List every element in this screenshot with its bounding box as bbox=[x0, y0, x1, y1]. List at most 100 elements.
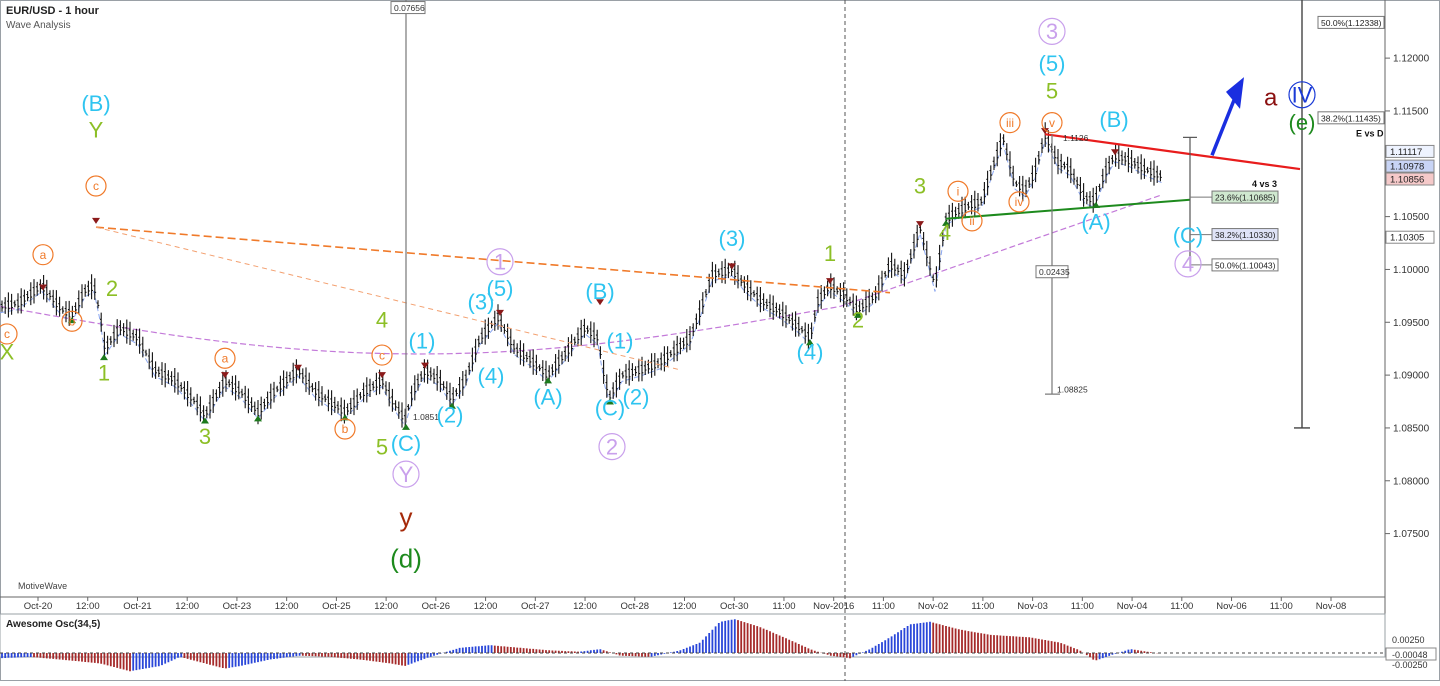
wave-label: Y bbox=[89, 117, 104, 142]
osc-tick-label: -0.00250 bbox=[1392, 660, 1428, 670]
x-tick-label: 12:00 bbox=[673, 601, 697, 612]
wave-label: Y bbox=[399, 462, 414, 487]
pivot-low-marker bbox=[100, 354, 108, 361]
y-tick-label: 1.12000 bbox=[1393, 54, 1430, 65]
x-tick-label: 11:00 bbox=[872, 601, 895, 612]
wave-label: X bbox=[0, 339, 15, 364]
wave-label-circle bbox=[947, 180, 969, 202]
fib-label: 23.6%(1.10685) bbox=[1215, 193, 1276, 203]
osc-tick-label: 0.00250 bbox=[1392, 635, 1425, 645]
x-tick-label: 11:00 bbox=[1270, 601, 1293, 612]
wave-label: (1) bbox=[409, 329, 436, 354]
wave-label: c bbox=[379, 348, 385, 362]
wave-label: 3 bbox=[199, 424, 211, 449]
measure-box bbox=[1035, 265, 1069, 279]
wave-label: (5) bbox=[487, 276, 514, 301]
wave-label: (B) bbox=[585, 279, 614, 304]
pivot-low-marker bbox=[854, 311, 862, 318]
wave-label: iv bbox=[1015, 195, 1024, 209]
x-tick-label: Nov-03 bbox=[1017, 601, 1048, 612]
wave-label: 3 bbox=[1046, 19, 1058, 44]
wave-label-circle bbox=[214, 347, 236, 369]
resistance-line bbox=[1044, 133, 1301, 171]
x-tick-label: Oct-20 bbox=[24, 601, 53, 612]
pivot-high-marker bbox=[1111, 149, 1119, 156]
pivot-low-marker bbox=[606, 398, 614, 405]
x-tick-label: Oct-30 bbox=[720, 601, 749, 612]
x-tick-label: 11:00 bbox=[971, 601, 994, 612]
wave-label: (e) bbox=[1289, 110, 1316, 135]
wave-label: (B) bbox=[1099, 107, 1128, 132]
fib-box bbox=[1211, 190, 1279, 204]
wave-label: 4 bbox=[1182, 252, 1194, 277]
wave-label: 5 bbox=[376, 434, 388, 459]
pivot-high-marker bbox=[916, 221, 924, 228]
x-tick-label: Nov-08 bbox=[1316, 601, 1347, 612]
wave-label-circle bbox=[1008, 191, 1030, 213]
price-badge bbox=[1385, 159, 1435, 173]
wave-label: 1 bbox=[494, 249, 506, 274]
x-tick-label: Oct-23 bbox=[223, 601, 252, 612]
pivot-high-marker bbox=[421, 362, 429, 369]
wave-label: c bbox=[93, 179, 99, 193]
note-e-vs-d: E vs D bbox=[1356, 128, 1384, 138]
measure-value: 1.0851 bbox=[413, 412, 439, 422]
osc-value-box bbox=[1385, 647, 1437, 661]
pivot-low-marker bbox=[448, 402, 456, 409]
chart-subtitle: Wave Analysis bbox=[6, 20, 71, 31]
oscillator-falling-bars bbox=[33, 620, 1159, 672]
wave-label: (5) bbox=[1039, 51, 1066, 76]
price-badge-label: 1.10978 bbox=[1390, 162, 1424, 173]
x-tick-label: Nov-02 bbox=[918, 601, 949, 612]
fib-box bbox=[1317, 15, 1385, 29]
y-tick-label: 1.07500 bbox=[1393, 529, 1430, 540]
wave-label: 2 bbox=[852, 308, 864, 333]
fib-label: 38.2%(1.11435) bbox=[1321, 113, 1381, 123]
osc-tick-label: -0.00048 bbox=[1392, 650, 1428, 660]
oscillator-title: Awesome Osc(34,5) bbox=[6, 619, 101, 630]
pivot-high-marker bbox=[826, 278, 834, 285]
price-badge bbox=[1385, 230, 1435, 244]
pivot-high-marker bbox=[596, 299, 604, 306]
pivot-low-marker bbox=[942, 219, 950, 226]
wave-label: 3 bbox=[914, 173, 926, 198]
wave-label: (B) bbox=[81, 91, 110, 116]
x-tick-label: 12:00 bbox=[374, 601, 398, 612]
x-tick-label: Nov-06 bbox=[1216, 601, 1247, 612]
x-tick-label: 11:00 bbox=[772, 601, 795, 612]
brand-label: MotiveWave bbox=[18, 581, 68, 591]
measure-value: 0.02435 bbox=[1039, 267, 1070, 277]
wave-label-circle bbox=[999, 111, 1021, 134]
target-arrow-shaft bbox=[1210, 94, 1238, 156]
x-tick-label: Oct-26 bbox=[422, 601, 451, 612]
wave-label-circle bbox=[371, 344, 393, 366]
wave-label-circle bbox=[1288, 81, 1316, 109]
x-tick-label: 12:00 bbox=[474, 601, 498, 612]
wave-label: (C) bbox=[1173, 223, 1204, 248]
pivot-high-marker bbox=[728, 263, 736, 270]
pivot-high-marker bbox=[294, 364, 302, 371]
wave-label: 1 bbox=[98, 360, 110, 385]
x-tick-label: 12:00 bbox=[275, 601, 299, 612]
x-tick-label: Oct-25 bbox=[322, 601, 351, 612]
fib-label: 38.2%(1.10330) bbox=[1215, 230, 1276, 240]
pivot-low-marker bbox=[402, 423, 410, 430]
price-badge-label: 1.10856 bbox=[1390, 174, 1424, 185]
wave-label: (2) bbox=[623, 385, 650, 410]
price-badge-label: 1.11117 bbox=[1390, 147, 1422, 158]
wave-label: (4) bbox=[478, 364, 505, 389]
wave-label-circle bbox=[1038, 17, 1066, 45]
wave-label: (2) bbox=[437, 403, 464, 428]
wave-label-circle bbox=[334, 418, 356, 440]
wave-label: i bbox=[957, 184, 960, 198]
pivot-low-marker bbox=[201, 417, 209, 424]
wave-label-circle bbox=[486, 248, 514, 276]
pivot-high-marker bbox=[221, 372, 229, 379]
wave-label: iii bbox=[1006, 116, 1014, 130]
pivot-high-marker bbox=[39, 284, 47, 291]
y-tick-label: 1.08500 bbox=[1393, 423, 1430, 434]
big-letter-a: a bbox=[1264, 85, 1278, 112]
wave-label: (4) bbox=[797, 339, 824, 364]
wave-label: 1 bbox=[824, 241, 836, 266]
price-bars bbox=[0, 122, 1162, 429]
